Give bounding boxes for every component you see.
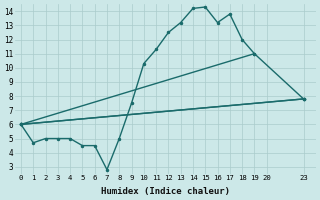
X-axis label: Humidex (Indice chaleur): Humidex (Indice chaleur) bbox=[101, 187, 230, 196]
